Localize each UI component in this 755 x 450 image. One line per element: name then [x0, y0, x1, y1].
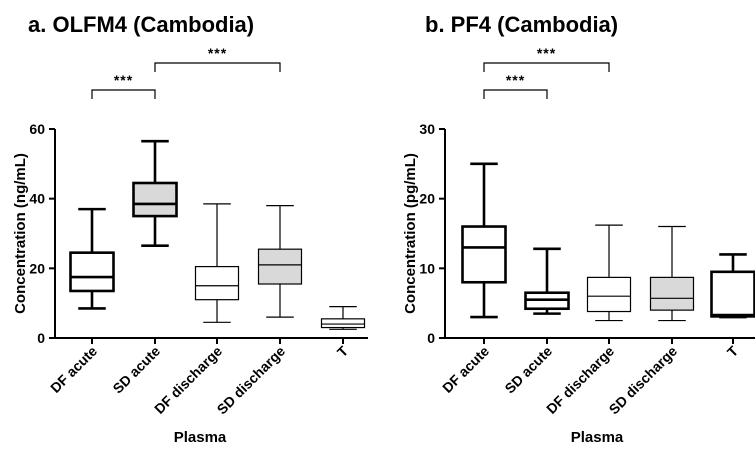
y-tick-label: 10 [419, 260, 435, 276]
y-axis-title: Concentration (pg/mL) [402, 153, 419, 314]
significance-label: *** [208, 45, 227, 61]
box-plot-1 [524, 247, 570, 344]
y-axis-title: Concentration (ng/mL) [12, 153, 29, 314]
box-plot-0 [69, 207, 115, 344]
x-axis-title: Plasma [571, 429, 624, 446]
box-plot-4 [320, 306, 366, 344]
iqr-box [132, 181, 178, 218]
iqr-box [257, 248, 303, 285]
box-plot-3 [649, 225, 695, 344]
box-plot-4 [710, 253, 755, 344]
x-category-label: T [724, 342, 742, 360]
y-tick-label: 20 [419, 191, 435, 207]
iqr-box [710, 270, 755, 318]
box-plot-3 [257, 205, 303, 344]
iqr-box [586, 276, 632, 313]
y-tick-label: 20 [29, 260, 45, 276]
y-tick-label: 60 [29, 121, 45, 137]
significance-bracket: *** [91, 72, 156, 99]
box-plot-2 [194, 203, 240, 344]
iqr-box [69, 251, 115, 293]
chart-title: a. OLFM4 (Cambodia) [28, 12, 254, 37]
x-category-label: DF acute [439, 343, 492, 396]
y-tick-label: 40 [29, 191, 45, 207]
significance-label: *** [537, 45, 556, 61]
bracket-line [483, 62, 610, 72]
iqr-box [194, 265, 240, 301]
significance-label: *** [114, 72, 133, 88]
iqr-box [320, 318, 366, 329]
box-plot-2 [586, 224, 632, 344]
x-category-label: SD acute [109, 343, 163, 397]
x-category-label: DF acute [47, 343, 100, 396]
y-tick-label: 30 [419, 121, 435, 137]
bracket-line [91, 89, 156, 99]
iqr-box [649, 276, 695, 311]
panel-olfm4: a. OLFM4 (Cambodia) 0 20 40 60Concentration … [12, 12, 368, 446]
significance-label: *** [506, 72, 525, 88]
box-plot-1 [132, 139, 178, 344]
x-axis-title: Plasma [174, 429, 227, 446]
chart-title: b. PF4 (Cambodia) [425, 12, 618, 37]
y-tick-label: 0 [37, 330, 45, 346]
x-category-label: T [334, 342, 352, 360]
x-category-label: SD acute [501, 343, 555, 397]
bracket-line [154, 62, 281, 72]
box-plot-0 [461, 162, 507, 344]
significance-bracket: *** [154, 45, 281, 72]
y-tick-label: 0 [427, 330, 435, 346]
bracket-line [483, 89, 548, 99]
significance-bracket: *** [483, 45, 610, 72]
significance-bracket: *** [483, 72, 548, 99]
iqr-box [461, 225, 507, 284]
